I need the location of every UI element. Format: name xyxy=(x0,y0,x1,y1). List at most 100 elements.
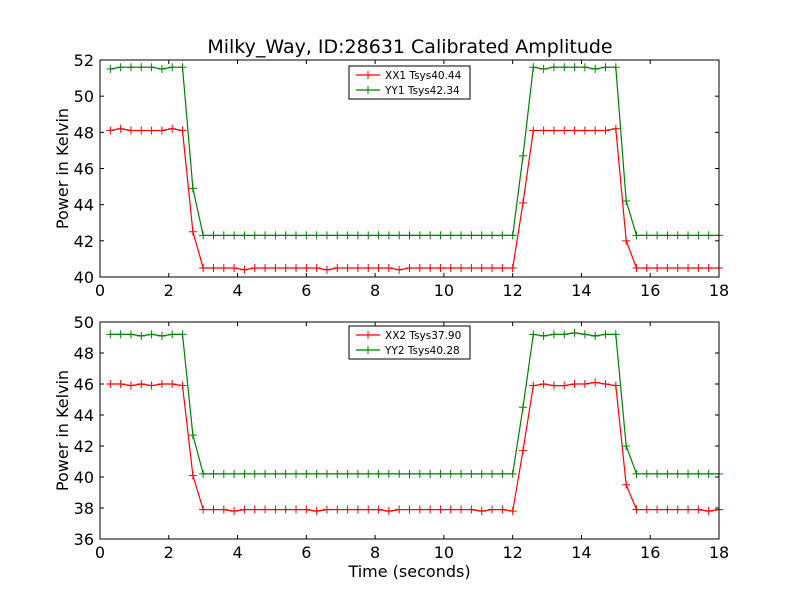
data-point xyxy=(663,263,672,272)
x-tick-label: 14 xyxy=(571,281,591,300)
data-point xyxy=(188,431,197,440)
data-point xyxy=(271,231,280,240)
data-point xyxy=(580,126,589,135)
data-point xyxy=(467,231,476,240)
data-point xyxy=(580,330,589,339)
data-point xyxy=(477,231,486,240)
y-tick-label: 50 xyxy=(74,87,94,106)
y-tick-label: 46 xyxy=(74,375,94,394)
data-point xyxy=(384,231,393,240)
data-point xyxy=(395,231,404,240)
data-point xyxy=(529,330,538,339)
data-point xyxy=(446,469,455,478)
data-point xyxy=(539,65,548,74)
data-point xyxy=(518,446,527,455)
data-point xyxy=(395,265,404,274)
data-point xyxy=(663,231,672,240)
data-point xyxy=(168,124,177,133)
x-tick-label: 8 xyxy=(370,543,380,562)
data-point xyxy=(178,126,187,135)
x-tick-label: 14 xyxy=(571,543,591,562)
data-point xyxy=(467,263,476,272)
data-point xyxy=(498,505,507,514)
data-point xyxy=(126,126,135,135)
data-point xyxy=(168,330,177,339)
data-point xyxy=(560,381,569,390)
data-point xyxy=(292,505,301,514)
legend-marker xyxy=(364,331,372,339)
data-point xyxy=(684,469,693,478)
x-tick-label: 6 xyxy=(301,281,311,300)
x-tick-label: 2 xyxy=(164,543,174,562)
data-point xyxy=(622,480,631,489)
data-point xyxy=(250,505,259,514)
data-point xyxy=(622,197,631,206)
data-point xyxy=(322,231,331,240)
data-point xyxy=(230,507,239,516)
data-point xyxy=(106,330,115,339)
x-axis-label: Time (seconds) xyxy=(347,562,470,581)
data-point xyxy=(539,126,548,135)
data-point xyxy=(642,505,651,514)
data-point xyxy=(653,469,662,478)
data-point xyxy=(684,231,693,240)
data-point xyxy=(498,469,507,478)
x-tick-label: 2 xyxy=(164,281,174,300)
data-point xyxy=(312,507,321,516)
data-point xyxy=(426,505,435,514)
data-point xyxy=(632,505,641,514)
data-point xyxy=(250,231,259,240)
data-point xyxy=(415,231,424,240)
data-point xyxy=(281,469,290,478)
data-point xyxy=(240,231,249,240)
y-tick-label: 38 xyxy=(74,499,94,518)
data-point xyxy=(518,198,527,207)
data-point xyxy=(477,469,486,478)
data-point xyxy=(642,231,651,240)
data-point xyxy=(322,505,331,514)
data-point xyxy=(168,380,177,388)
data-point xyxy=(694,505,703,514)
data-point xyxy=(632,469,641,478)
data-point xyxy=(704,469,713,478)
y-tick-label: 44 xyxy=(74,196,94,215)
data-point xyxy=(694,231,703,240)
data-point xyxy=(116,124,125,133)
y-axis-label: Power in Kelvin xyxy=(53,370,72,491)
x-tick-label: 6 xyxy=(301,543,311,562)
data-point xyxy=(611,124,620,133)
data-point xyxy=(591,378,600,387)
x-tick-label: 18 xyxy=(709,543,729,562)
data-point xyxy=(178,330,187,339)
data-point xyxy=(560,126,569,135)
data-point xyxy=(529,126,538,135)
x-tick-label: 18 xyxy=(709,281,729,300)
data-point xyxy=(663,469,672,478)
data-point xyxy=(126,381,135,390)
data-point xyxy=(436,469,445,478)
x-tick-label: 4 xyxy=(232,281,242,300)
data-point xyxy=(157,65,166,74)
x-tick-label: 12 xyxy=(502,281,522,300)
data-point xyxy=(488,263,497,272)
data-point xyxy=(322,265,331,274)
data-point xyxy=(374,469,383,478)
legend: XX1 Tsys40.44 YY1 Tsys42.34 xyxy=(348,65,471,100)
data-point xyxy=(549,126,558,135)
data-point xyxy=(467,469,476,478)
x-tick-label: 8 xyxy=(370,281,380,300)
data-point xyxy=(364,469,373,478)
data-point xyxy=(312,263,321,272)
data-point xyxy=(302,469,311,478)
legend-box xyxy=(348,325,471,360)
data-point xyxy=(405,263,414,272)
x-tick-label: 10 xyxy=(434,281,454,300)
data-point xyxy=(333,263,342,272)
data-point xyxy=(488,231,497,240)
data-point xyxy=(188,471,197,480)
data-point xyxy=(199,263,208,272)
data-point xyxy=(508,263,517,272)
data-point xyxy=(549,330,558,339)
data-point xyxy=(312,231,321,240)
